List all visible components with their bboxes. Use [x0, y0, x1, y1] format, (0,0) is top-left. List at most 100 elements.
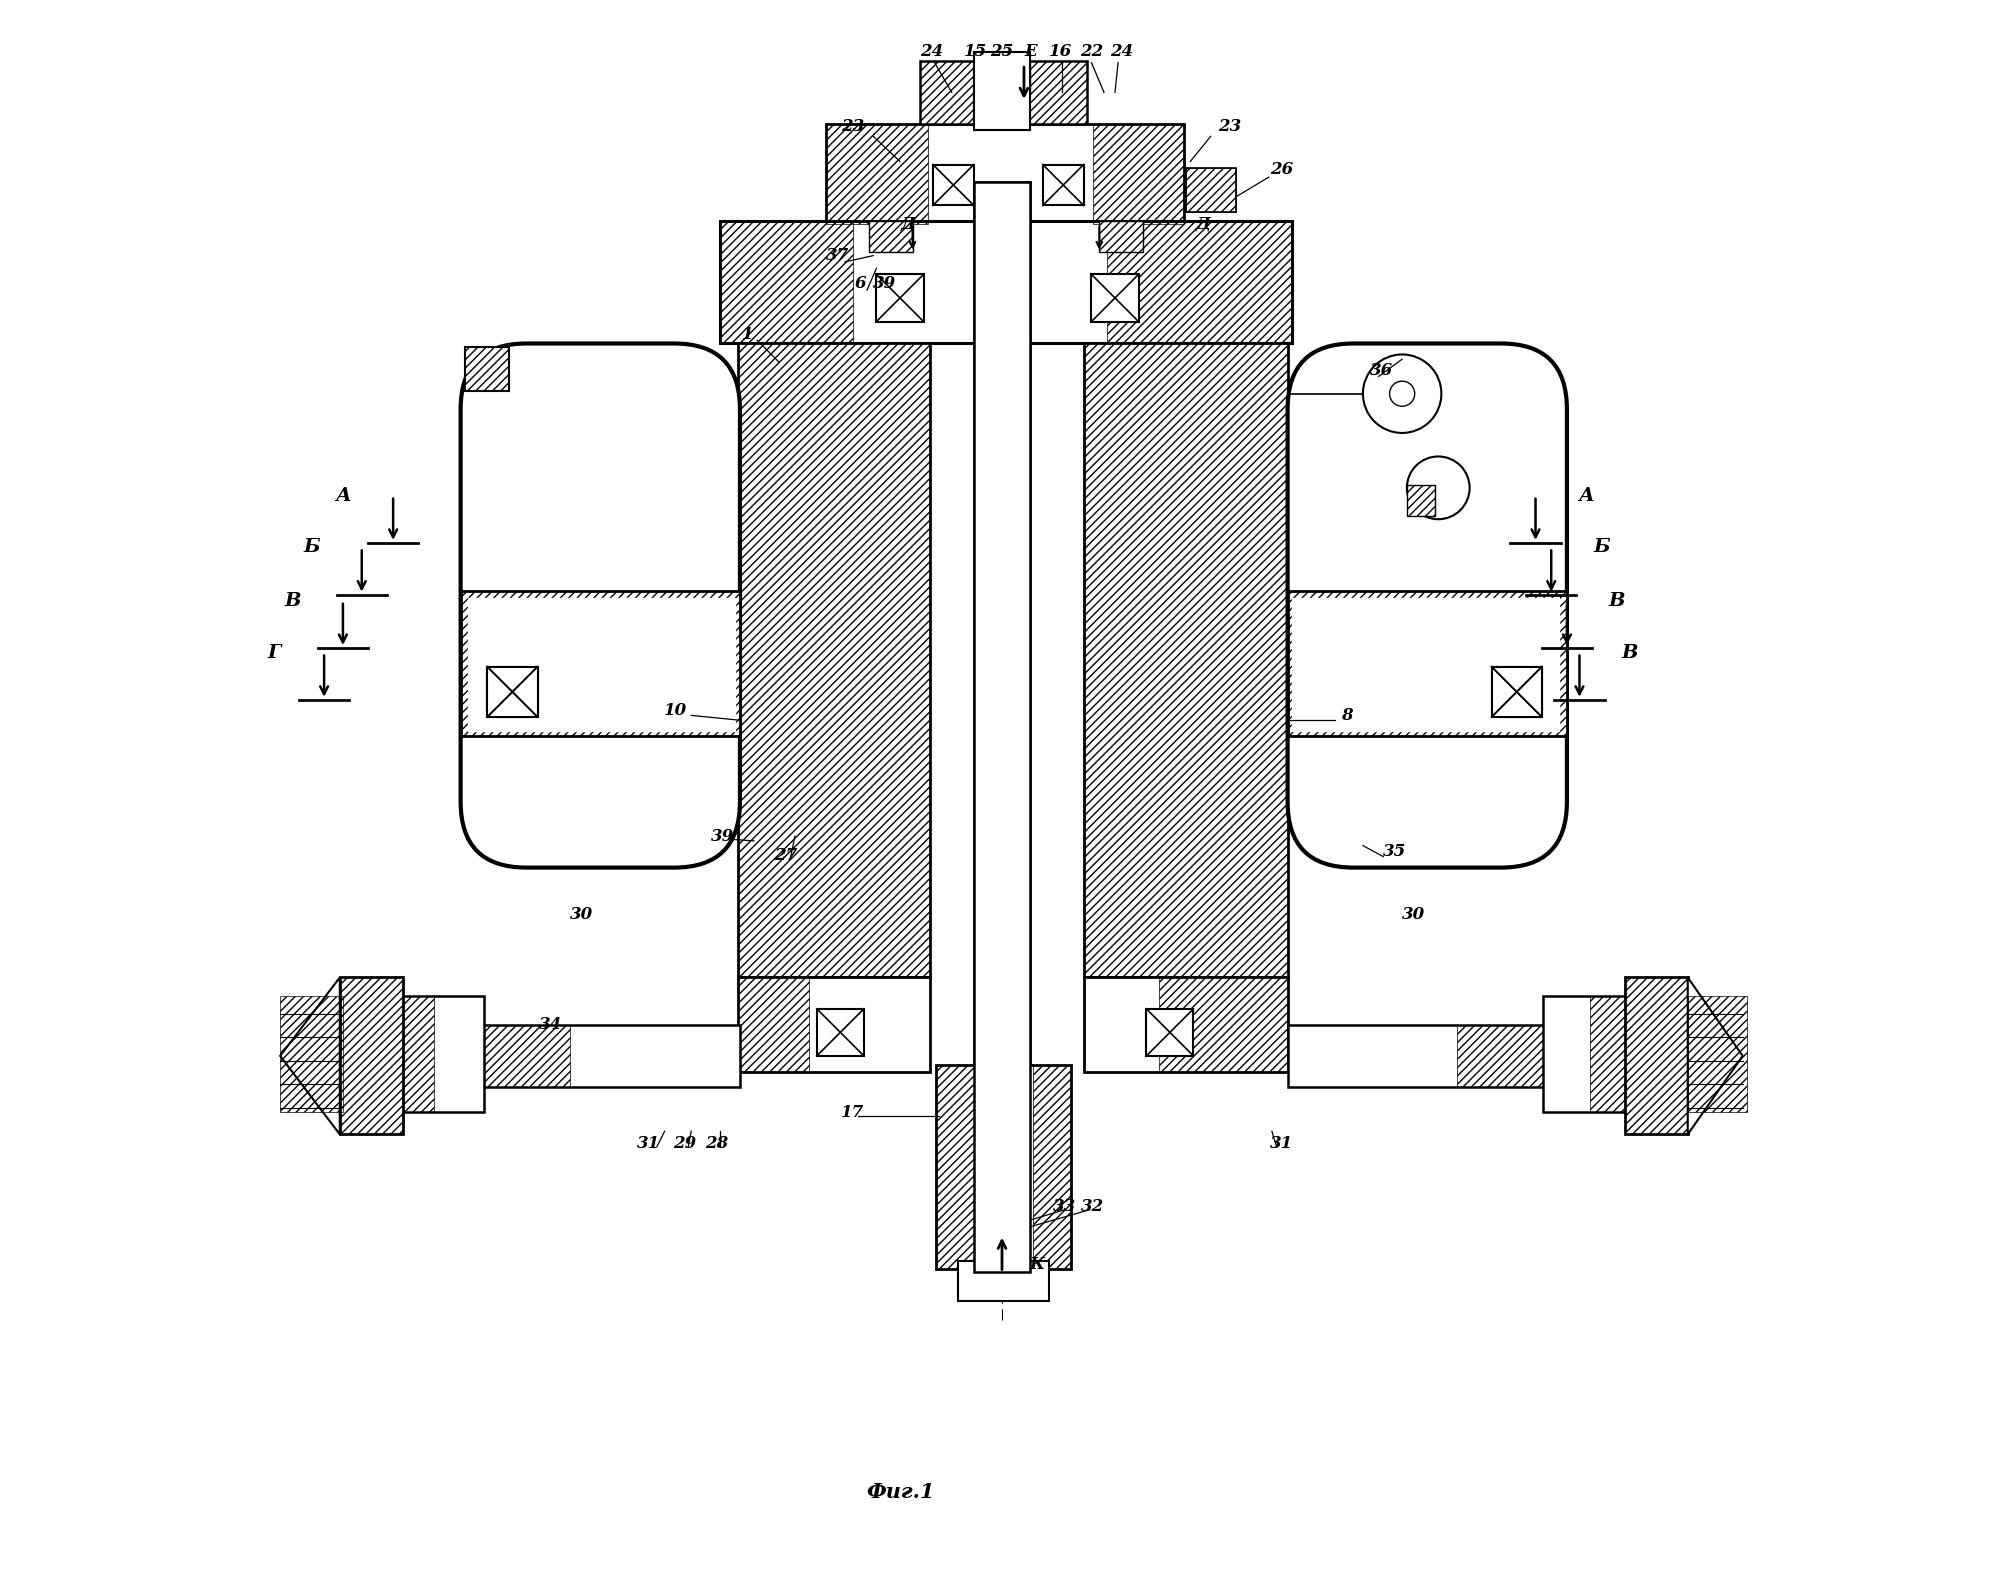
Text: 31: 31: [637, 1135, 661, 1152]
Bar: [920, 61, 1086, 124]
Text: 6: 6: [856, 275, 866, 292]
Bar: [818, 1009, 864, 1056]
Bar: [1407, 484, 1435, 516]
Bar: [974, 52, 1030, 130]
Text: А: А: [335, 487, 351, 505]
Bar: [1100, 222, 1142, 253]
Bar: [737, 978, 810, 1072]
Bar: [974, 182, 1030, 1272]
Bar: [429, 1025, 571, 1088]
Text: 24: 24: [920, 42, 944, 60]
Bar: [1491, 667, 1541, 717]
Circle shape: [1407, 456, 1469, 519]
Bar: [1084, 343, 1289, 978]
Text: Г: Г: [267, 643, 281, 662]
Bar: [826, 124, 928, 225]
Bar: [936, 1066, 1070, 1269]
Text: 23: 23: [1218, 118, 1240, 135]
Bar: [1591, 997, 1637, 1113]
Text: 24: 24: [1110, 42, 1132, 60]
Text: 15: 15: [964, 42, 986, 60]
Bar: [737, 343, 930, 978]
Bar: [1289, 1025, 1599, 1088]
Bar: [974, 52, 1030, 130]
Text: Д: Д: [900, 215, 916, 233]
Text: В: В: [1609, 591, 1625, 610]
Bar: [465, 346, 509, 390]
Text: 17: 17: [842, 1104, 864, 1121]
Circle shape: [1389, 380, 1415, 406]
Bar: [1146, 1009, 1194, 1056]
Bar: [934, 165, 974, 206]
Bar: [461, 591, 739, 736]
Bar: [1092, 124, 1184, 225]
Bar: [1289, 591, 1567, 736]
Text: 39: 39: [872, 275, 896, 292]
Text: 34: 34: [539, 1016, 561, 1033]
Bar: [1100, 222, 1142, 253]
Bar: [1084, 978, 1289, 1072]
Bar: [429, 1025, 739, 1088]
FancyBboxPatch shape: [461, 343, 739, 868]
Bar: [974, 182, 1030, 1272]
Text: 33: 33: [1054, 1198, 1076, 1215]
Bar: [1034, 1066, 1070, 1269]
Text: В: В: [285, 591, 301, 610]
Text: 37: 37: [826, 247, 850, 264]
Polygon shape: [281, 978, 341, 1135]
Text: 28: 28: [705, 1135, 727, 1152]
Bar: [281, 997, 343, 1113]
Bar: [387, 997, 485, 1113]
Bar: [737, 978, 930, 1072]
Bar: [868, 222, 912, 253]
Bar: [1186, 168, 1236, 212]
Bar: [1084, 343, 1289, 978]
Text: К: К: [1028, 1256, 1044, 1273]
Bar: [876, 275, 924, 322]
Text: 22: 22: [1080, 42, 1102, 60]
Bar: [487, 667, 537, 717]
Bar: [341, 978, 403, 1135]
Bar: [936, 1066, 974, 1269]
Bar: [920, 61, 1086, 124]
Bar: [341, 978, 403, 1135]
Bar: [1625, 978, 1687, 1135]
Text: 30: 30: [1401, 905, 1425, 923]
Bar: [1158, 978, 1289, 1072]
Text: 27: 27: [774, 847, 798, 863]
Text: 39: 39: [711, 828, 733, 844]
Text: Б: Б: [1593, 539, 1609, 556]
Text: Д: Д: [1196, 215, 1210, 233]
Polygon shape: [1687, 978, 1743, 1135]
Text: В: В: [1621, 643, 1637, 662]
Text: 36: 36: [1371, 362, 1393, 379]
Text: 31: 31: [1271, 1135, 1293, 1152]
Bar: [1407, 484, 1435, 516]
Text: 1: 1: [741, 325, 754, 343]
Bar: [465, 346, 509, 390]
Text: 30: 30: [569, 905, 593, 923]
Text: 32: 32: [1082, 1198, 1104, 1215]
Circle shape: [1363, 354, 1441, 432]
Bar: [1186, 168, 1236, 212]
Bar: [1457, 1025, 1599, 1088]
Bar: [1042, 165, 1084, 206]
Text: 16: 16: [1048, 42, 1072, 60]
Bar: [387, 997, 435, 1113]
Bar: [461, 591, 739, 736]
Bar: [1106, 222, 1293, 343]
Bar: [868, 222, 912, 253]
Text: А: А: [1577, 487, 1593, 505]
Text: Фиг.1: Фиг.1: [866, 1482, 934, 1503]
Bar: [826, 124, 1184, 225]
Bar: [1289, 591, 1567, 736]
Bar: [487, 667, 537, 717]
Bar: [1687, 997, 1747, 1113]
Text: 29: 29: [673, 1135, 697, 1152]
Bar: [1543, 997, 1641, 1113]
Bar: [958, 1261, 1048, 1300]
Bar: [719, 222, 854, 343]
Bar: [1625, 978, 1687, 1135]
Text: Е: Е: [1024, 42, 1036, 60]
Bar: [1491, 667, 1541, 717]
